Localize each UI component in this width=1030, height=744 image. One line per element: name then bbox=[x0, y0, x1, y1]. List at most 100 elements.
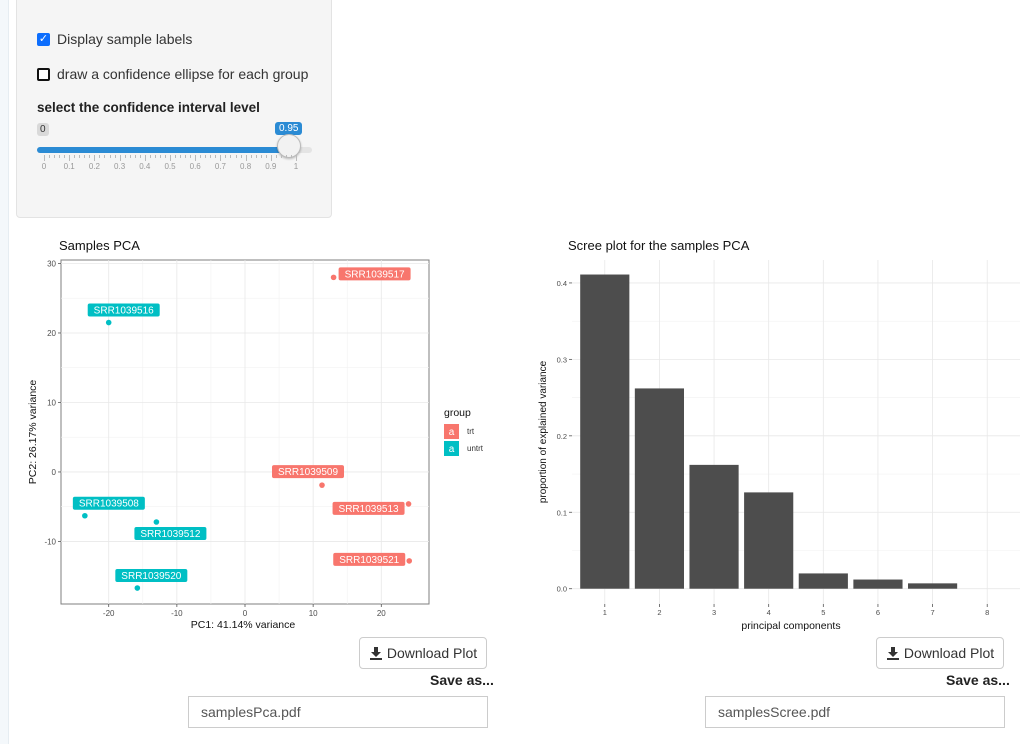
pca-point-label: SRR1039513 bbox=[339, 504, 399, 515]
scree-plot-title: Scree plot for the samples PCA bbox=[568, 238, 750, 253]
slider-tick bbox=[245, 155, 247, 161]
scree-x-tick-label: 7 bbox=[930, 608, 934, 617]
slider-tick bbox=[84, 155, 86, 158]
slider-tick bbox=[154, 155, 156, 158]
display-labels-label: Display sample labels bbox=[57, 31, 193, 47]
pca-y-tick-label: 0 bbox=[52, 468, 57, 477]
pca-plot: Samples PCA -20 -10 0 10 20 -10 0 10 20 30 SRR103… bbox=[27, 238, 484, 631]
scree-bar bbox=[689, 464, 739, 589]
slider-tick-labels: 0 0.1 0.2 0.3 0.4 0.5 0.6 0.7 0.8 0.9 1 bbox=[37, 162, 312, 174]
pca-download-button[interactable]: Download Plot bbox=[359, 637, 487, 669]
slider-tick bbox=[134, 155, 136, 158]
confidence-slider-label: select the confidence interval level bbox=[37, 100, 260, 115]
scree-download-label: Download Plot bbox=[903, 645, 995, 661]
pca-plot-title: Samples PCA bbox=[59, 238, 140, 253]
pca-points: SRR1039517 SRR1039516 SRR1039509 SRR1039513… bbox=[72, 267, 413, 591]
slider-tick bbox=[54, 155, 56, 158]
slider-tick-label: 0.6 bbox=[189, 162, 201, 171]
slider-tick bbox=[119, 155, 121, 161]
slider-tick bbox=[280, 155, 282, 158]
slider-tick bbox=[200, 155, 202, 158]
pca-save-as-label: Save as... bbox=[430, 672, 494, 688]
slider-value-tag: 0.95 bbox=[275, 122, 303, 135]
slider-tick bbox=[129, 155, 131, 158]
slider-tick bbox=[79, 155, 81, 158]
scree-y-tick-label: 0.1 bbox=[557, 508, 567, 517]
slider-tick bbox=[74, 155, 76, 158]
pca-point-label: SRR1039520 bbox=[121, 571, 181, 582]
display-labels-checkbox-row[interactable]: ✓ Display sample labels bbox=[37, 31, 192, 47]
scree-bar bbox=[744, 492, 794, 589]
pca-y-tick-label: 30 bbox=[47, 259, 56, 268]
scree-download-button[interactable]: Download Plot bbox=[876, 637, 1004, 669]
pca-legend-key-glyph: a bbox=[449, 427, 455, 438]
scree-x-tick-label: 2 bbox=[657, 608, 661, 617]
pca-point-label-box bbox=[332, 501, 405, 515]
slider-tick bbox=[270, 155, 272, 161]
scree-x-tick-label: 1 bbox=[603, 608, 607, 617]
slider-tick-label: 0.7 bbox=[214, 162, 226, 171]
slider-tick bbox=[260, 155, 262, 158]
download-icon bbox=[886, 647, 899, 660]
slider-tick bbox=[240, 155, 242, 158]
pca-point bbox=[105, 319, 112, 326]
pca-legend-label: untrt bbox=[467, 444, 484, 453]
pca-y-tick-label: -10 bbox=[44, 537, 56, 546]
scree-bars bbox=[580, 274, 958, 589]
slider-tick-label: 0.3 bbox=[114, 162, 126, 171]
pca-legend: group a trt a untrt bbox=[444, 407, 484, 456]
pca-axes: -20 -10 0 10 20 -10 0 10 20 30 bbox=[44, 259, 386, 618]
pca-legend-key-glyph: a bbox=[449, 444, 455, 455]
slider-tick bbox=[205, 155, 207, 158]
slider-min-tag: 0 bbox=[37, 123, 49, 136]
scree-bar bbox=[853, 579, 903, 589]
slider-tick bbox=[94, 155, 96, 161]
scree-y-tick-label: 0.0 bbox=[557, 585, 567, 594]
slider-tick-label: 0.9 bbox=[265, 162, 277, 171]
slider-tick bbox=[149, 155, 151, 158]
slider-tick-label: 0.8 bbox=[240, 162, 252, 171]
pca-point-label-box bbox=[134, 526, 207, 540]
pca-x-tick-label: -20 bbox=[103, 609, 115, 618]
slider-tick-label: 0 bbox=[41, 162, 47, 171]
slider-tick bbox=[285, 155, 287, 158]
confidence-slider-handle[interactable] bbox=[277, 134, 301, 158]
pca-x-tick-label: -10 bbox=[171, 609, 183, 618]
pca-x-tick-label: 20 bbox=[377, 609, 386, 618]
pca-point-label-box bbox=[338, 267, 411, 281]
pca-filename-input[interactable] bbox=[188, 696, 488, 728]
pca-point bbox=[134, 585, 141, 591]
slider-tick bbox=[69, 155, 71, 161]
scree-x-axis-title: principal components bbox=[741, 620, 840, 632]
slider-tick bbox=[109, 155, 111, 158]
slider-tick bbox=[215, 155, 217, 158]
pca-download-label: Download Plot bbox=[386, 645, 478, 661]
confidence-slider-track[interactable] bbox=[37, 147, 312, 153]
pca-legend-label: trt bbox=[467, 427, 475, 436]
pca-controls-panel: ✓ Display sample labels draw a confidenc… bbox=[16, 0, 332, 218]
scree-bar bbox=[908, 583, 958, 589]
scree-x-tick-label: 8 bbox=[985, 608, 989, 617]
slider-tick bbox=[185, 155, 187, 158]
slider-tick bbox=[225, 155, 227, 158]
slider-tick bbox=[190, 155, 192, 158]
pca-point bbox=[405, 501, 412, 507]
slider-tick bbox=[255, 155, 257, 158]
slider-tick-label: 0.1 bbox=[63, 162, 75, 171]
pca-point-label-box bbox=[272, 465, 345, 479]
slider-tick-label: 0.5 bbox=[164, 162, 176, 171]
scree-x-tick-label: 3 bbox=[712, 608, 716, 617]
pca-legend-key bbox=[444, 424, 459, 439]
scree-axes: 0.0 0.1 0.2 0.3 0.4 1 2 3 4 5 6 7 8 bbox=[557, 279, 990, 617]
scree-y-tick-label: 0.4 bbox=[557, 279, 567, 288]
pca-point-label: SRR1039508 bbox=[79, 499, 139, 510]
ellipse-checkbox[interactable] bbox=[37, 67, 50, 81]
display-labels-checkbox[interactable]: ✓ bbox=[37, 32, 50, 46]
slider-tick bbox=[250, 155, 252, 158]
ellipse-checkbox-row[interactable]: draw a confidence ellipse for each group bbox=[37, 66, 308, 82]
scree-filename-input[interactable] bbox=[705, 696, 1005, 728]
pca-point bbox=[82, 512, 88, 519]
slider-tick-label: 0.2 bbox=[88, 162, 100, 171]
slider-tick bbox=[195, 155, 197, 161]
scree-x-tick-label: 5 bbox=[821, 608, 825, 617]
